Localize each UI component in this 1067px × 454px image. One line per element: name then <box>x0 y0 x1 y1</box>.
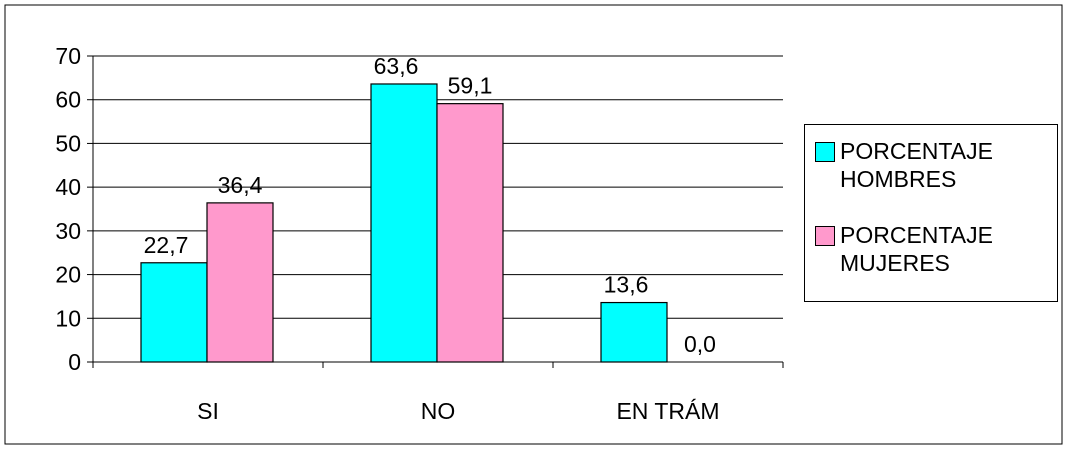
data-label: 59,1 <box>448 73 493 99</box>
legend-item-mujeres: PORCENTAJE MUJERES <box>815 221 993 277</box>
legend-swatch-mujeres <box>815 226 835 246</box>
data-labels: 22,7 63,6 13,6 36,4 59,1 0,0 <box>144 53 716 357</box>
data-label: 13,6 <box>604 272 649 298</box>
legend-swatch-hombres <box>815 142 835 162</box>
y-tick-label: 40 <box>55 174 81 200</box>
data-label: 36,4 <box>218 172 263 198</box>
bar <box>436 103 504 363</box>
axes: 0 10 20 30 40 50 60 70 SI NO EN TRÁM <box>55 43 784 424</box>
bar <box>600 301 668 363</box>
bar <box>206 202 274 363</box>
legend: PORCENTAJE HOMBRES PORCENTAJE MUJERES <box>804 124 1058 302</box>
y-tick-label: 50 <box>55 130 81 156</box>
y-tick-label: 30 <box>55 218 81 244</box>
bar <box>370 83 438 363</box>
data-label: 63,6 <box>374 53 419 79</box>
y-tick-label: 20 <box>55 262 81 288</box>
data-label: 22,7 <box>144 232 189 258</box>
y-tick-label: 0 <box>68 349 81 375</box>
y-tick-label: 70 <box>55 43 81 69</box>
bars <box>140 83 668 363</box>
legend-label-mujeres: PORCENTAJE MUJERES <box>840 222 993 276</box>
data-label: 0,0 <box>684 331 716 357</box>
x-tick-label: SI <box>197 398 219 424</box>
y-tick-label: 60 <box>55 87 81 113</box>
bar <box>140 262 208 363</box>
legend-item-hombres: PORCENTAJE HOMBRES <box>815 137 993 193</box>
x-tick-label: EN TRÁM <box>616 398 719 424</box>
x-tick-label: NO <box>421 398 456 424</box>
y-tick-label: 10 <box>55 305 81 331</box>
legend-label-hombres: PORCENTAJE HOMBRES <box>840 138 993 192</box>
